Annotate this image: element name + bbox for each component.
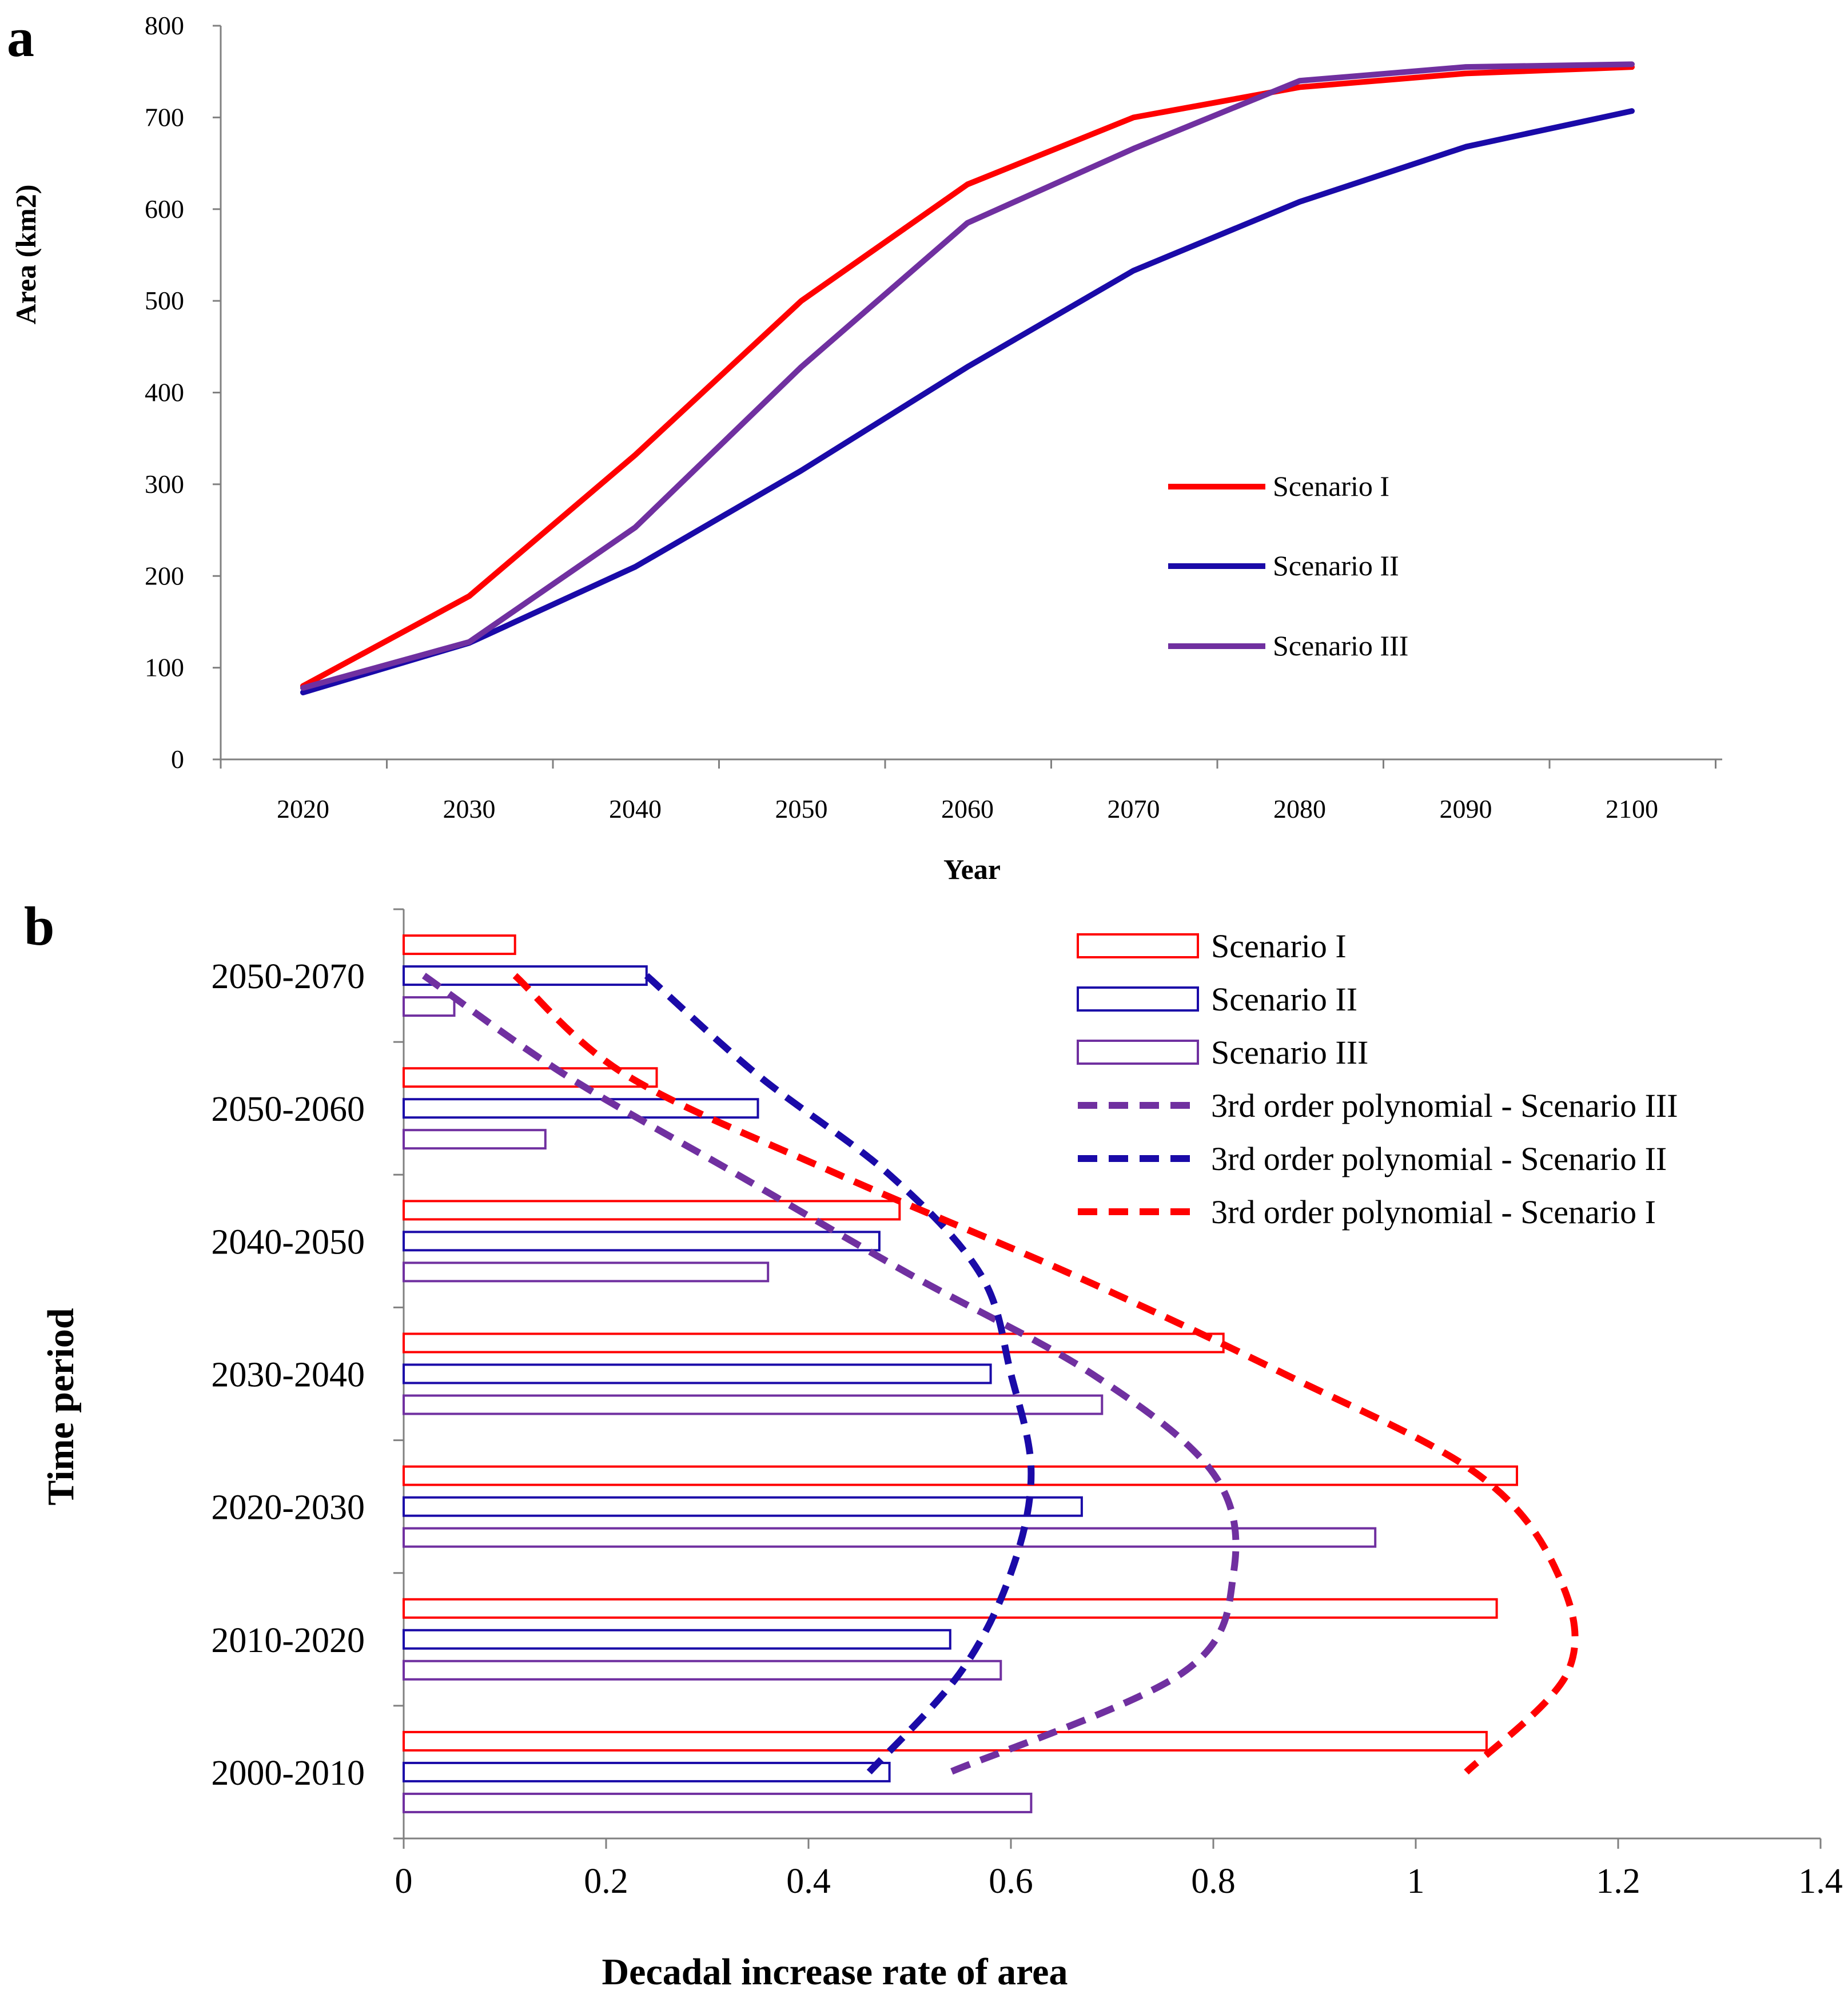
x-tick-label: 0.4	[786, 1862, 831, 1901]
bar-1	[403, 1332, 1225, 1354]
trendline-3	[512, 973, 1579, 1775]
x-tick-label: 2060	[941, 794, 994, 823]
y-tick-label: 0	[171, 745, 184, 774]
panel-b-bar-chart: b 2050-20702050-20602040-20502030-204020…	[24, 896, 1843, 1990]
legend-label-bar-1: Scenario I	[1211, 928, 1347, 965]
bar-1	[403, 934, 516, 956]
bar-3	[403, 1659, 1002, 1681]
category-label: 2020-2030	[211, 1488, 365, 1527]
category-label: 2010-2020	[211, 1621, 365, 1660]
y-tick-label: 400	[145, 378, 184, 407]
y-tick-label: 300	[145, 469, 184, 499]
y-tick-label: 500	[145, 286, 184, 315]
y-tick-label: 800	[145, 11, 184, 40]
x-tick-label: 2090	[1440, 794, 1492, 823]
bar-3	[403, 1792, 1033, 1813]
bar-2	[403, 1629, 951, 1650]
x-tick-label: 2070	[1108, 794, 1160, 823]
x-tick-label: 1.2	[1596, 1862, 1640, 1901]
line-series-3	[300, 61, 1635, 691]
panel-b-x-ticks: 0 0.2 0.4 0.6 0.8 1 1.2 1.4	[395, 1838, 1843, 1901]
x-tick-label: 2040	[609, 794, 662, 823]
panel-a-line-chart: a 0 100 200 300 400 500 600 700 800 2020 2030 2040…	[7, 7, 1722, 885]
bar-3	[403, 1394, 1104, 1415]
x-tick-label: 1	[1407, 1862, 1425, 1901]
x-tick-label: 2030	[443, 794, 496, 823]
bar-3	[403, 1527, 1377, 1548]
panel-a-y-axis-title: Area (km2)	[10, 185, 42, 325]
panel-b-y-ticks: 2050-2070 2050-2060 2040-2050 2030-2040 2020…	[211, 908, 404, 1840]
x-tick-label: 0	[395, 1862, 413, 1901]
x-tick-label: 2050	[775, 794, 828, 823]
trendline-2	[644, 973, 1035, 1774]
panel-a-legend: Scenario I Scenario II Scenario III	[1168, 470, 1408, 662]
category-label: 2050-2070	[211, 957, 365, 996]
legend-label-1: Scenario I	[1273, 470, 1389, 502]
y-tick-label: 100	[145, 653, 184, 682]
category-label: 2000-2010	[211, 1754, 365, 1793]
line-series-1	[300, 64, 1635, 689]
legend-label-3: Scenario III	[1273, 630, 1408, 662]
panel-a-x-ticks: 2020 2030 2040 2050 2060 2070 2080 2090 2100	[220, 759, 1716, 823]
bar-2	[403, 1098, 759, 1119]
x-tick-label: 0.6	[989, 1862, 1033, 1901]
bar-1	[403, 1730, 1488, 1752]
legend-label-trend-1: 3rd order polynomial - Scenario III	[1211, 1087, 1678, 1124]
legend-label-trend-3: 3rd order polynomial - Scenario I	[1211, 1193, 1656, 1231]
x-tick-label: 0.2	[584, 1862, 628, 1901]
legend-label-bar-2: Scenario II	[1211, 981, 1357, 1018]
panel-a-series	[300, 61, 1635, 695]
panel-a-label: a	[7, 7, 34, 68]
x-tick-label: 2080	[1273, 794, 1326, 823]
panel-b-y-axis-title: Time period	[40, 1308, 82, 1505]
bar-2	[403, 1231, 881, 1252]
legend-swatch-bar-1	[1077, 933, 1199, 958]
bar-2	[403, 1761, 891, 1782]
legend-swatch-bar-2	[1077, 986, 1199, 1012]
panel-b-x-axis-title: Decadal increase rate of area	[602, 1951, 1068, 1990]
category-label: 2050-2060	[211, 1090, 365, 1129]
x-tick-label: 2100	[1606, 794, 1658, 823]
bar-1	[403, 1465, 1518, 1486]
y-tick-label: 700	[145, 102, 184, 132]
line-series-2	[300, 108, 1635, 695]
x-tick-label: 1.4	[1798, 1862, 1843, 1901]
bar-2	[403, 1363, 992, 1384]
panel-b-legend: Scenario I Scenario II Scenario III 3rd ord…	[1077, 928, 1678, 1231]
legend-swatch-bar-3	[1077, 1040, 1199, 1065]
trendline-1	[421, 973, 1240, 1776]
legend-label-bar-3: Scenario III	[1211, 1034, 1368, 1071]
bar-3	[403, 1129, 547, 1150]
panel-a-x-axis-title: Year	[943, 853, 1001, 885]
bar-3	[403, 1261, 770, 1283]
x-tick-label: 2020	[277, 794, 329, 823]
panel-b-trendlines	[421, 973, 1579, 1776]
bar-1	[403, 1200, 901, 1221]
bar-2	[403, 1496, 1083, 1517]
bar-3	[403, 996, 456, 1017]
panel-b-label: b	[24, 896, 54, 957]
panel-b-bars	[403, 934, 1518, 1813]
bar-1	[403, 1598, 1498, 1619]
legend-label-2: Scenario II	[1273, 550, 1399, 582]
panel-a-y-ticks: 0 100 200 300 400 500 600 700 800	[145, 11, 221, 774]
y-tick-label: 200	[145, 561, 184, 590]
y-tick-label: 600	[145, 194, 184, 224]
category-label: 2030-2040	[211, 1356, 365, 1395]
category-label: 2040-2050	[211, 1223, 365, 1261]
x-tick-label: 0.8	[1191, 1862, 1236, 1901]
legend-label-trend-2: 3rd order polynomial - Scenario II	[1211, 1140, 1667, 1177]
